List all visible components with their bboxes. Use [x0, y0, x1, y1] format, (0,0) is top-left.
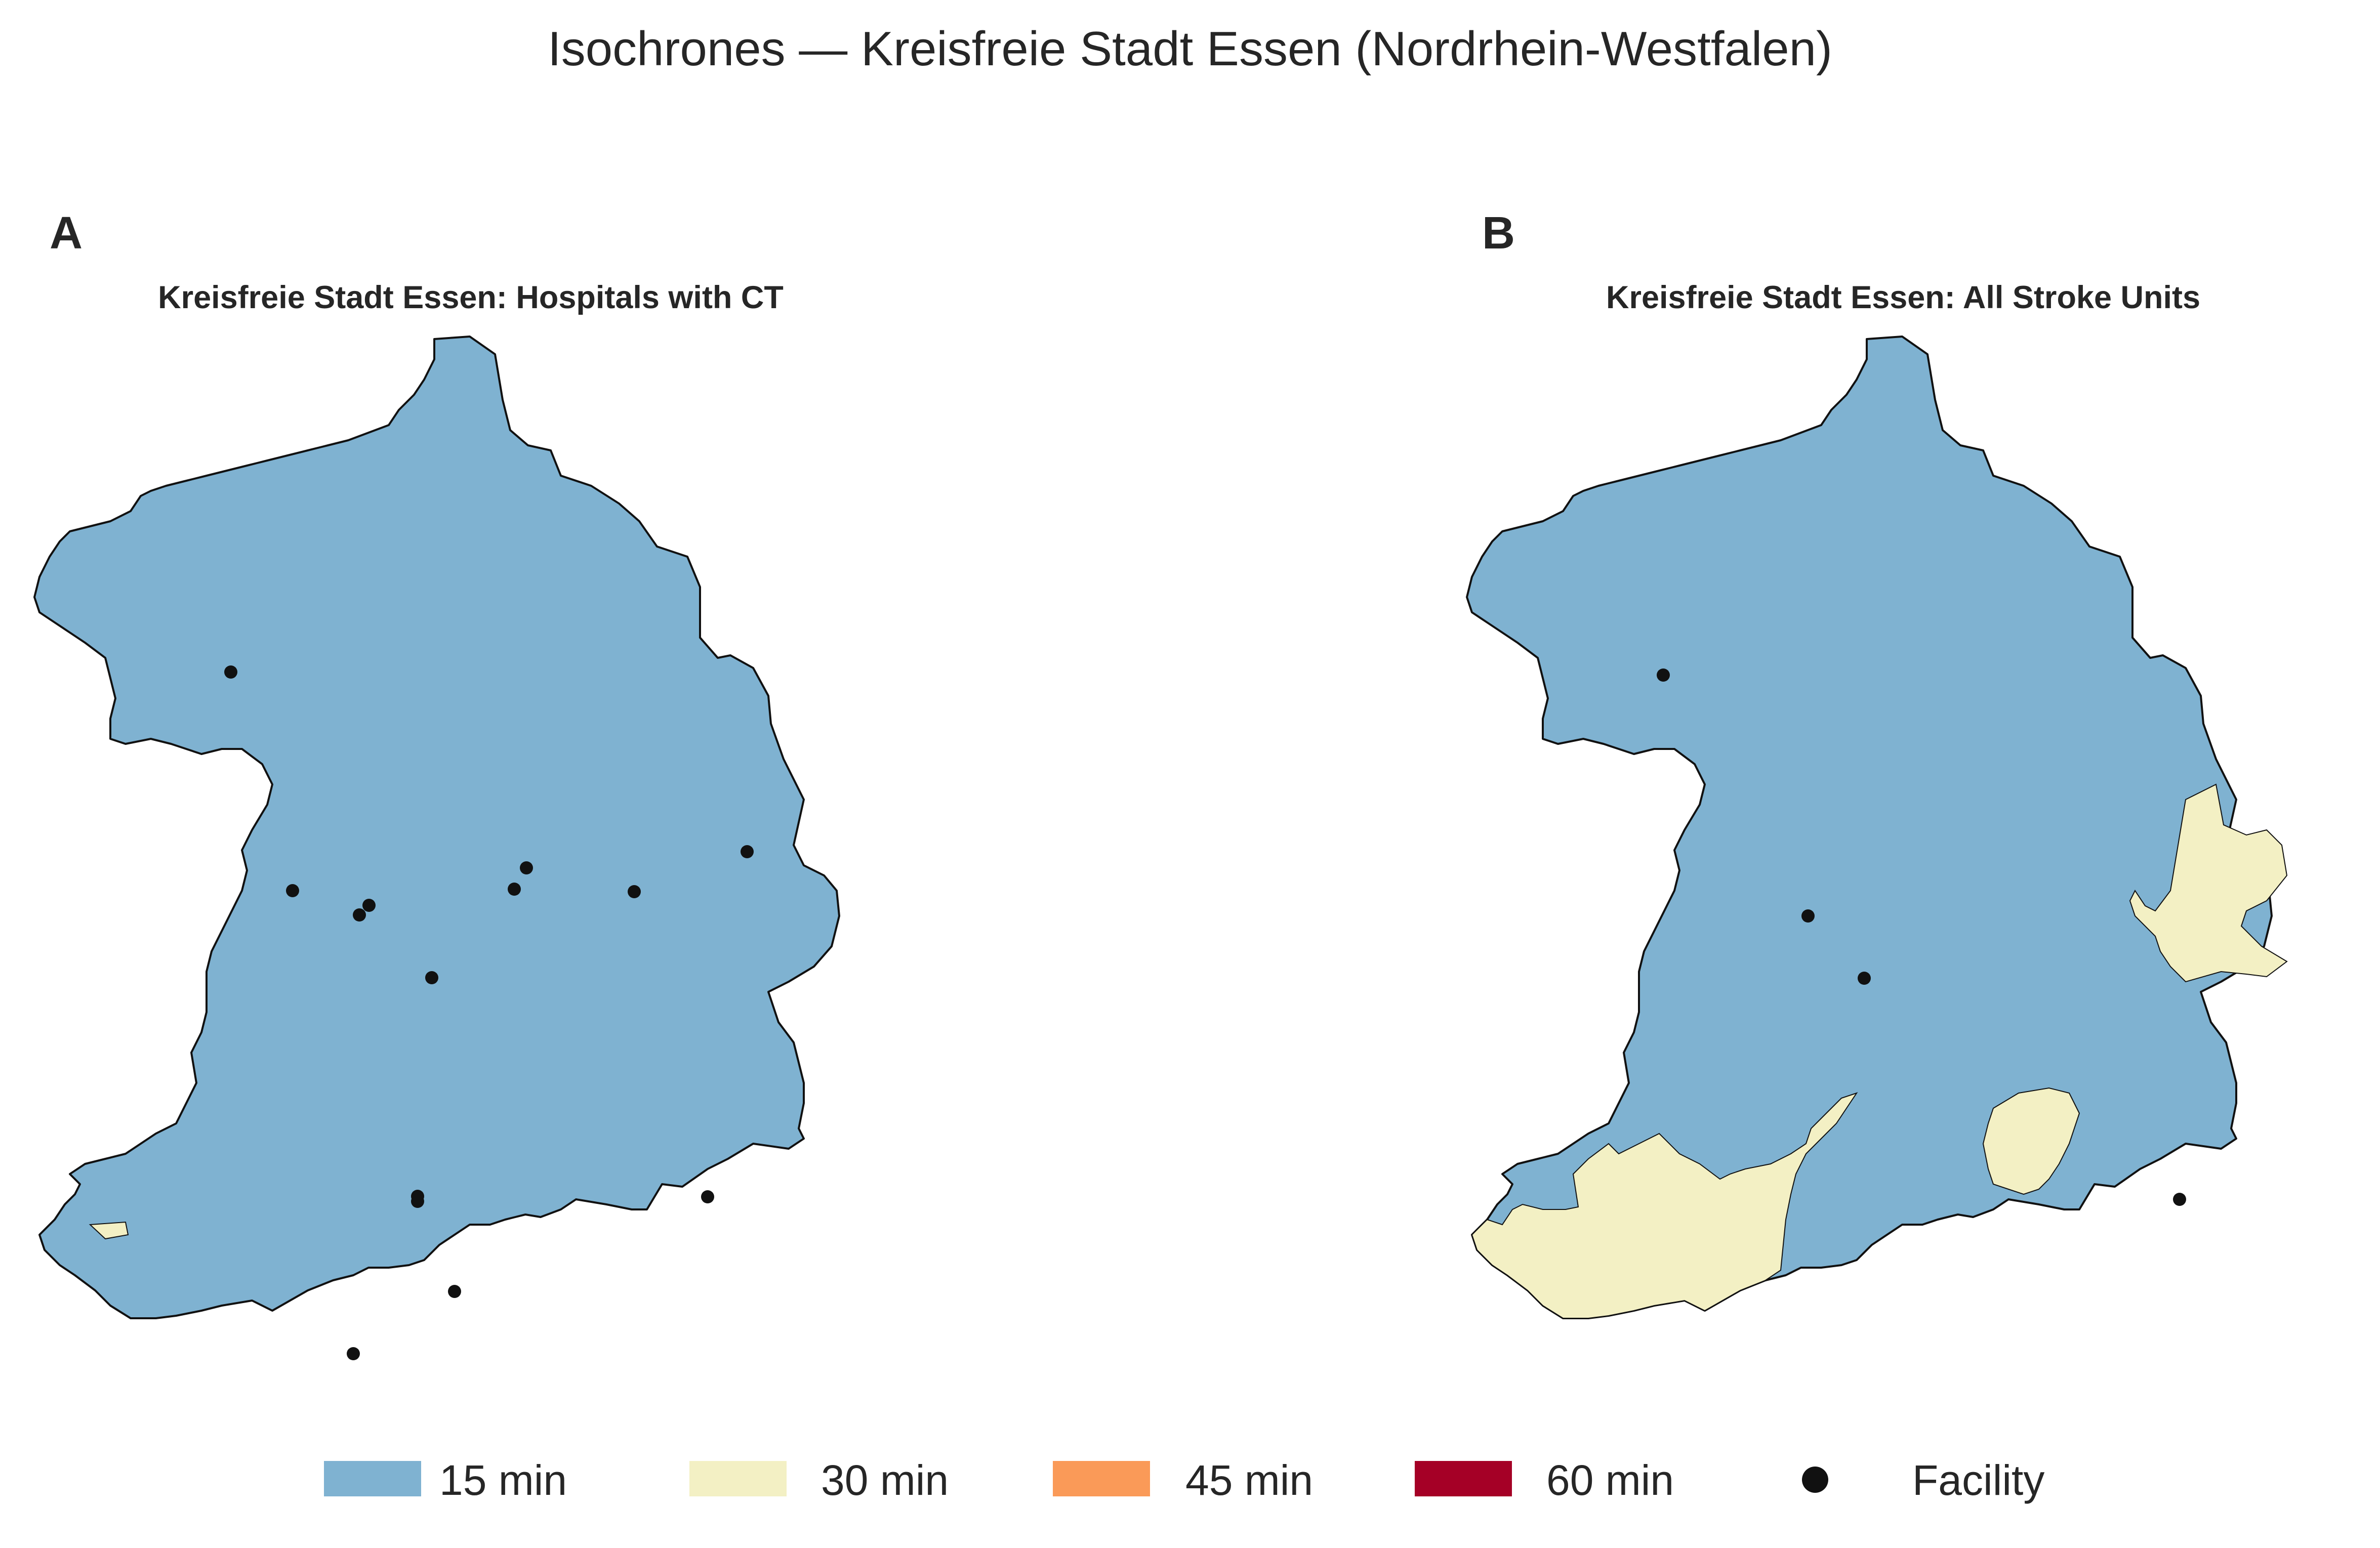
panel-letter-b: B — [1482, 208, 1515, 259]
facility-marker — [411, 1195, 424, 1208]
facility-marker — [628, 885, 641, 898]
isochrone-30min-east — [2129, 783, 2288, 983]
facility-marker — [1858, 972, 1871, 985]
legend-label-30min: 30 min — [821, 1456, 949, 1504]
legend-label-facility: Facility — [1912, 1456, 2045, 1504]
facility-marker — [353, 908, 366, 922]
map-panel-a: A Kreisfreie Stadt Essen: Hospitals with… — [20, 192, 1083, 1488]
legend-swatch-45min — [1053, 1461, 1150, 1496]
facility-marker — [741, 845, 754, 858]
facility-marker — [448, 1285, 461, 1298]
facility-marker — [425, 971, 438, 984]
panel-letter-a: A — [50, 208, 83, 259]
facility-marker — [508, 883, 521, 896]
facility-markers — [1657, 668, 2186, 1206]
facility-marker — [1801, 909, 1815, 923]
facility-marker — [1657, 668, 1670, 682]
facility-marker — [362, 899, 376, 912]
facility-marker — [2173, 1193, 2186, 1206]
figure-title: Isochrones — Kreisfreie Stadt Essen (Nor… — [548, 22, 1832, 76]
district-15min-area — [33, 336, 840, 1319]
map-panel-b: B Kreisfreie Stadt Essen: All Stroke Uni… — [1453, 192, 2380, 1488]
facility-markers — [224, 665, 754, 1360]
legend-label-15min: 15 min — [439, 1456, 567, 1504]
facility-marker — [520, 861, 533, 874]
isochrone-map-a — [33, 336, 840, 1360]
isochrone-map-b — [1466, 336, 2288, 1319]
legend-swatch-30min — [689, 1461, 787, 1496]
legend-label-60min: 60 min — [1546, 1456, 1674, 1504]
facility-marker — [353, 1353, 354, 1354]
isochrone-30min-southwest — [1471, 1092, 1858, 1319]
legend-marker-facility — [1802, 1467, 1828, 1493]
facility-marker — [224, 665, 237, 679]
facility-marker — [286, 884, 299, 897]
legend-swatch-15min — [324, 1461, 421, 1496]
panel-title-b: Kreisfreie Stadt Essen: All Stroke Units — [1606, 280, 2201, 315]
facility-marker — [701, 1190, 714, 1203]
legend-label-45min: 45 min — [1185, 1456, 1314, 1504]
panel-title-a: Kreisfreie Stadt Essen: Hospitals with C… — [158, 280, 784, 315]
isochrone-30min-center — [1982, 1087, 2080, 1195]
legend-swatch-60min — [1415, 1461, 1512, 1496]
isochrone-30min-patch — [89, 1221, 129, 1240]
